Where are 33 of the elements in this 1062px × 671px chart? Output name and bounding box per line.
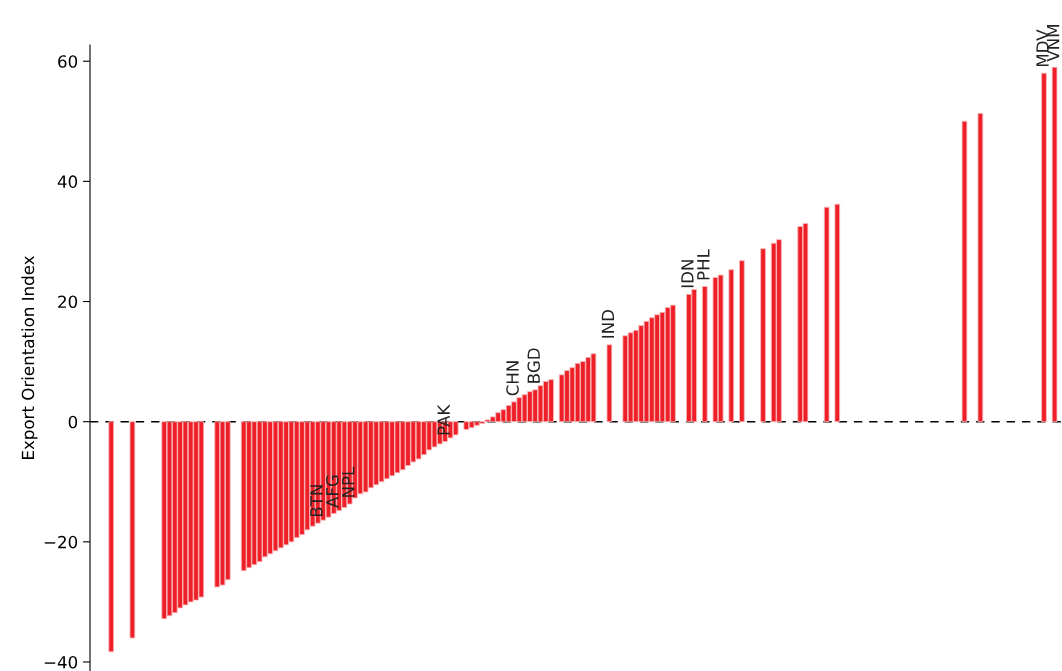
- x-tick-label: PHL: [697, 249, 710, 280]
- bar: [701, 286, 708, 423]
- x-tick-label: BGD: [527, 348, 541, 383]
- y-tick-label: 40: [57, 175, 78, 188]
- bar: [961, 120, 968, 423]
- x-tick-label: AFG: [326, 475, 339, 508]
- x-tick-label: NPL: [342, 466, 355, 497]
- bar: [108, 421, 114, 653]
- bar: [728, 269, 735, 423]
- y-tick-label: −40: [44, 655, 78, 669]
- y-tick-label: −20: [44, 535, 78, 549]
- bar: [129, 421, 136, 639]
- y-axis-title: Export Orientation Index: [21, 255, 38, 459]
- x-tick-label: VNM: [1047, 25, 1060, 62]
- bar: [606, 344, 613, 423]
- bar: [1041, 72, 1047, 423]
- x-tick-label: MDV: [1036, 29, 1049, 67]
- bar: [834, 203, 841, 423]
- bar: [977, 113, 984, 423]
- bar: [622, 335, 629, 423]
- x-tick-label: IND: [601, 310, 614, 338]
- bar: [823, 206, 830, 423]
- y-tick-label: 20: [58, 295, 78, 309]
- bar: [1051, 66, 1058, 423]
- x-tick-label: PAK: [437, 404, 450, 435]
- bar: [558, 374, 565, 423]
- y-tick-label: 0: [68, 415, 78, 429]
- x-tick-label: CHN: [506, 361, 519, 396]
- bar: [739, 260, 745, 423]
- y-tick-label: 60: [58, 55, 78, 68]
- bar: [760, 248, 766, 423]
- x-tick-label: BTN: [310, 485, 323, 517]
- x-tick-label: IDN: [681, 260, 694, 288]
